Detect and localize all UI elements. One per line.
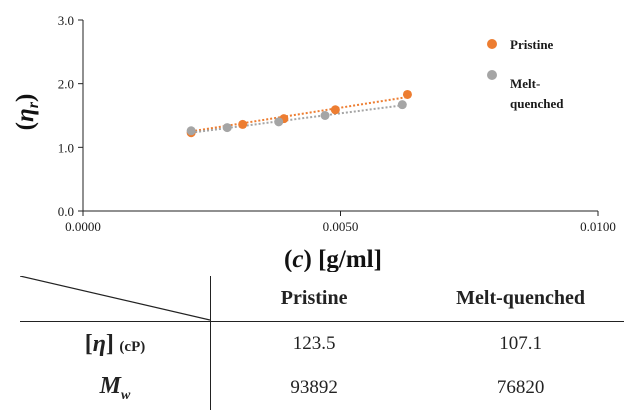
- table-cell-mw-pristine: 93892: [290, 377, 338, 398]
- table-header-pristine: Pristine: [210, 276, 418, 322]
- y-tick-label: 1.0: [58, 140, 74, 155]
- table-cell-eta-melt-quenched: 107.1: [499, 333, 542, 354]
- legend-label-melt-line1: Melt-: [510, 76, 540, 91]
- data-point-melt-quenched: [320, 111, 330, 120]
- legend-marker-melt-quenched: [487, 70, 497, 80]
- y-axis-label: (ηr): [12, 94, 42, 131]
- y-tick-label: 0.0: [58, 204, 74, 219]
- trendline-melt-quenched: [191, 104, 403, 134]
- chart-ticks: 0.0000 0.0050 0.0100 0.0 1.0 2.0 3.0: [58, 13, 616, 234]
- table-row-label-molecular-weight: Mw: [20, 366, 211, 410]
- eta-unit: (cP): [119, 338, 146, 355]
- mw-subscript: w: [121, 387, 131, 403]
- x-axis-label: (c) [g/ml]: [284, 246, 382, 272]
- x-tick-label: 0.0100: [580, 219, 616, 234]
- eta-symbol: η: [92, 330, 106, 357]
- data-point-melt-quenched: [397, 100, 407, 110]
- corner-diagonal: [20, 276, 210, 321]
- y-axis-label-sub: r: [25, 101, 42, 108]
- y-axis-label-eta: η: [12, 108, 39, 122]
- table-row: Mw 93892 76820: [20, 366, 624, 410]
- chart-points: [186, 89, 412, 138]
- results-table: Pristine Melt-quenched [η] (cP) 123.5 10…: [20, 276, 624, 410]
- table-row-label-intrinsic-viscosity: [η] (cP): [20, 321, 211, 366]
- x-tick-label: 0.0000: [65, 219, 101, 234]
- y-tick-label: 2.0: [58, 77, 74, 92]
- x-axis-label-var: c: [292, 246, 303, 272]
- chart-legend: Pristine Melt- quenched: [487, 37, 564, 111]
- mw-symbol: M: [99, 372, 121, 399]
- y-tick-label: 3.0: [58, 13, 74, 28]
- data-point-melt-quenched: [222, 123, 232, 133]
- x-axis-label-unit: [g/ml]: [318, 246, 382, 272]
- legend-label-melt-line2: quenched: [510, 96, 564, 111]
- table-cell-eta-pristine: 123.5: [292, 333, 336, 354]
- viscosity-chart: 0.0000 0.0050 0.0100 0.0 1.0 2.0 3.0 Pristine …: [12, 13, 616, 272]
- data-point-melt-quenched: [186, 126, 196, 136]
- data-point-pristine: [238, 119, 248, 129]
- data-point-pristine: [330, 105, 340, 115]
- data-point-melt-quenched: [274, 117, 284, 127]
- x-tick-label: 0.0050: [323, 219, 359, 234]
- table-corner-cell: [20, 276, 211, 322]
- legend-marker-pristine: [487, 39, 497, 49]
- data-point-pristine: [402, 89, 412, 99]
- table-row: [η] (cP) 123.5 107.1: [20, 321, 624, 366]
- table-cell-mw-melt-quenched: 76820: [496, 377, 545, 398]
- table-header-row: Pristine Melt-quenched: [20, 276, 624, 322]
- table-header-melt-quenched: Melt-quenched: [417, 276, 624, 322]
- legend-label-pristine: Pristine: [510, 37, 554, 52]
